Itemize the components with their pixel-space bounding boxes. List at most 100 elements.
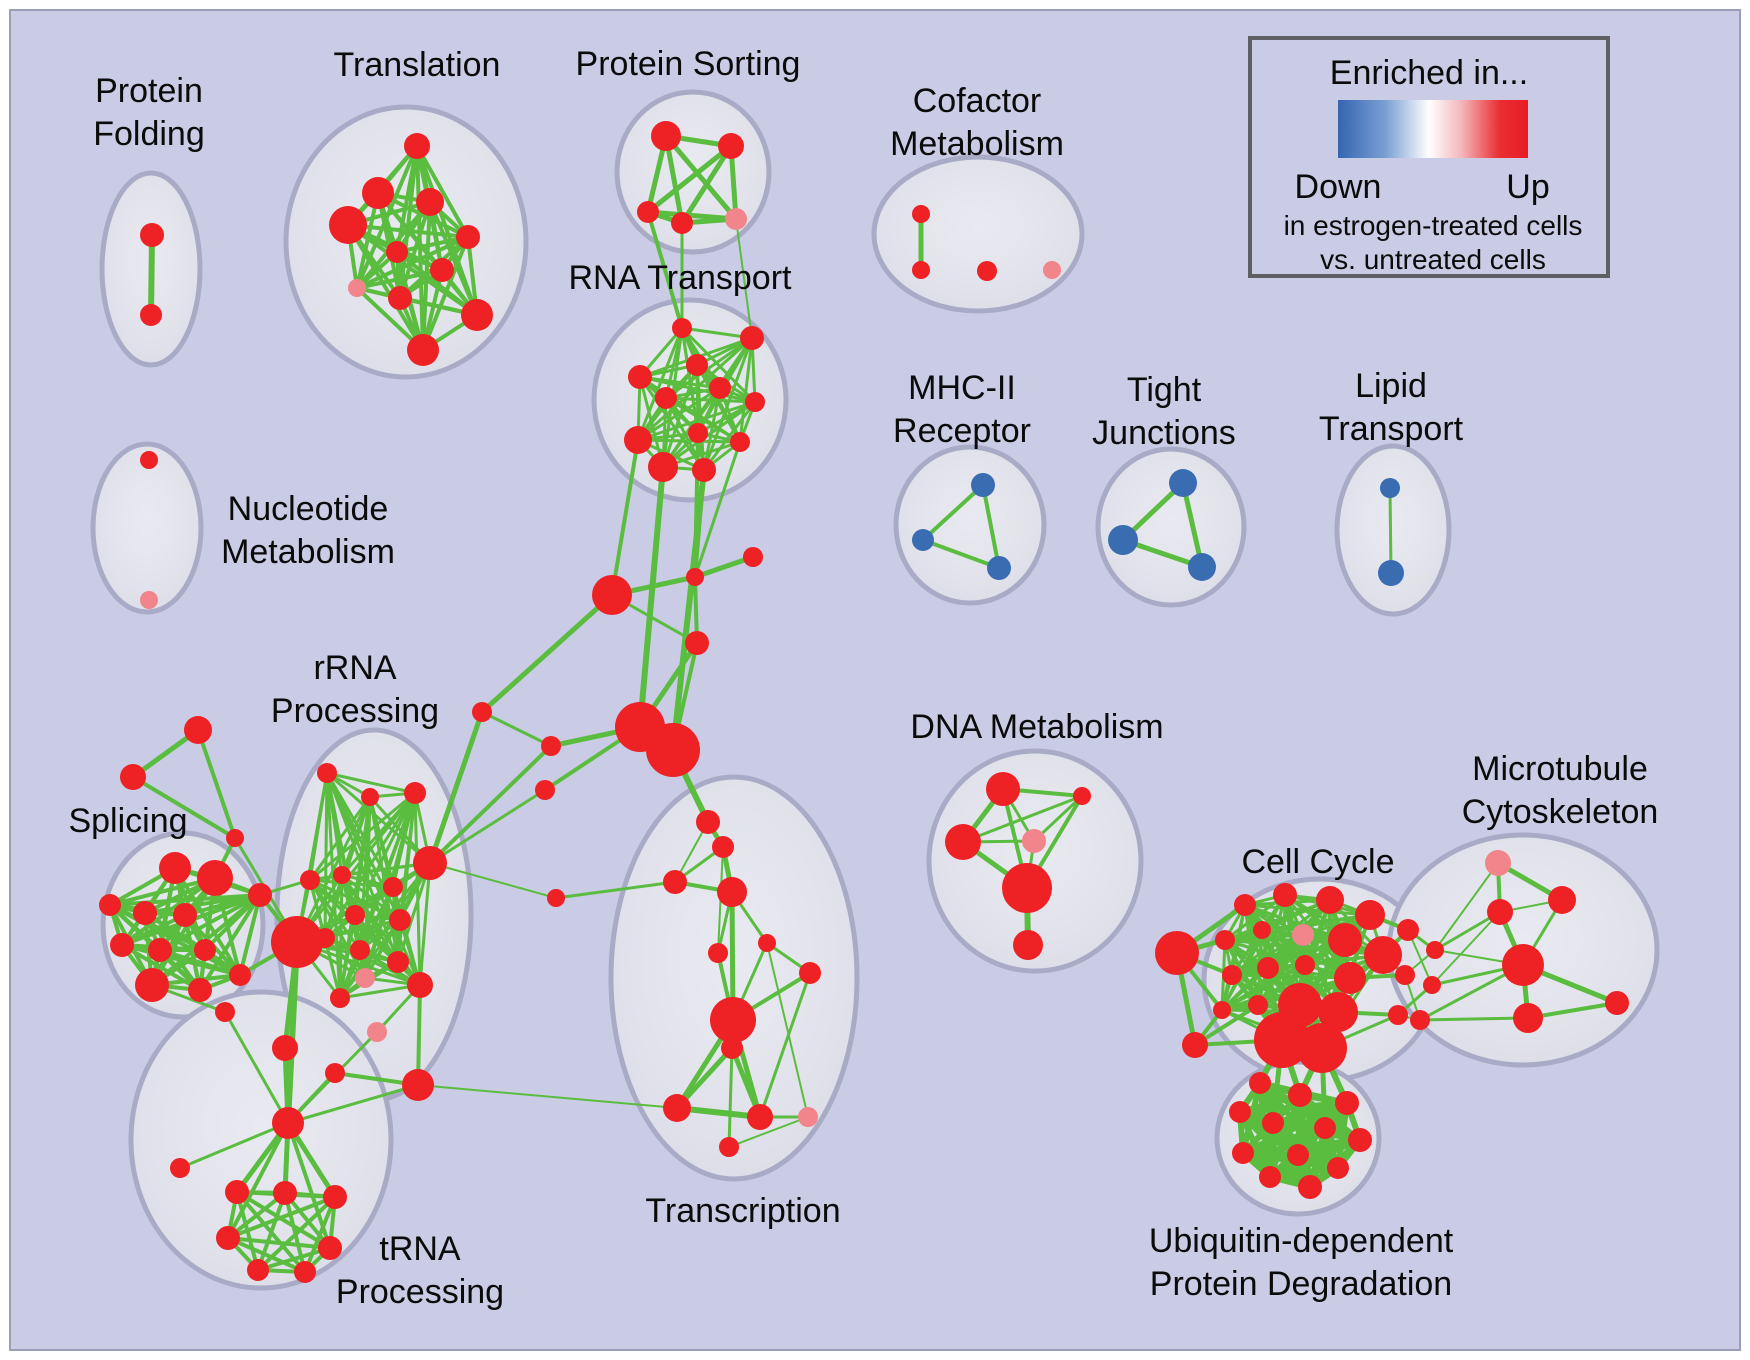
network-node: [717, 877, 747, 907]
network-node: [1297, 1023, 1347, 1073]
network-node: [1229, 1101, 1251, 1123]
network-edge: [235, 1190, 332, 1250]
network-node: [362, 177, 394, 209]
network-node: [1253, 921, 1271, 939]
cluster-ellipse-dna-metabolism: [926, 748, 1144, 974]
cluster-label-lipid-transport: Lipid Transport: [1319, 367, 1464, 448]
network-node: [1155, 931, 1199, 975]
network-edge: [427, 709, 485, 866]
network-edge: [346, 223, 470, 239]
network-node: [1397, 919, 1419, 941]
cluster-label-rna-transport: RNA Transport: [569, 259, 793, 297]
network-node: [651, 121, 681, 151]
network-node: [1316, 886, 1344, 914]
network-node: [1215, 930, 1235, 950]
network-node: [1335, 1091, 1359, 1115]
network-edge: [1260, 913, 1372, 932]
network-edge: [679, 143, 734, 226]
network-node: [1380, 478, 1400, 498]
network-edge: [256, 1246, 332, 1272]
network-node: [247, 1259, 269, 1281]
network-edge: [1223, 893, 1287, 942]
network-edge: [363, 885, 395, 980]
network-edge: [286, 1083, 420, 1125]
network-node: [1410, 1010, 1430, 1030]
network-node: [407, 334, 439, 366]
network-node: [388, 286, 412, 310]
cluster-ellipse-trna-processing: [128, 989, 394, 1291]
network-edge: [358, 861, 432, 952]
cluster-ellipse-mhc-ii-receptor: [893, 444, 1047, 606]
network-node: [758, 934, 776, 952]
network-edge: [554, 880, 677, 900]
network-node: [387, 951, 409, 973]
network-node: [745, 392, 765, 412]
network-node: [355, 968, 375, 988]
legend-up-label: Up: [1506, 168, 1549, 206]
network-edge: [692, 554, 756, 580]
network-node: [685, 631, 709, 655]
cluster-label-ubiquitin-dependent-protein-degradation: Ubiquitin-dependent Protein Degradation: [1149, 1222, 1454, 1303]
network-node: [170, 1158, 190, 1178]
network-edge: [148, 232, 155, 318]
network-node: [1355, 900, 1385, 930]
network-edge: [421, 235, 470, 352]
network-node: [987, 556, 1011, 580]
network-edge: [428, 744, 553, 865]
cluster-label-dna-metabolism: DNA Metabolism: [910, 708, 1163, 746]
network-node: [1487, 899, 1513, 925]
network-node: [404, 782, 426, 804]
network-edge: [308, 791, 417, 882]
network-nodes-layer: [99, 121, 1629, 1283]
network-node: [1248, 995, 1268, 1015]
network-node: [294, 1261, 316, 1283]
cluster-ellipse-cofactor-metabolism: [871, 154, 1085, 314]
network-edge: [417, 1084, 678, 1109]
network-node: [248, 883, 272, 907]
network-node: [1182, 1032, 1208, 1058]
network-node: [1288, 1083, 1312, 1107]
network-node: [648, 452, 678, 482]
legend: Enriched in... Down Up in estrogen-treat…: [1248, 36, 1610, 278]
network-edge: [158, 893, 262, 952]
network-node: [671, 212, 693, 234]
network-node: [329, 206, 367, 244]
network-node: [226, 829, 244, 847]
network-node: [188, 978, 212, 1002]
network-edge: [638, 375, 706, 472]
network-edge: [1237, 1100, 1350, 1115]
network-node: [1334, 962, 1366, 994]
network-edge: [645, 143, 734, 215]
network-edge: [295, 795, 372, 944]
network-node: [624, 426, 652, 454]
network-edge: [738, 336, 754, 444]
network-node: [197, 860, 233, 896]
network-edge: [1230, 933, 1305, 977]
network-edge: [636, 400, 757, 442]
network-node: [350, 940, 370, 960]
network-node: [1222, 965, 1242, 985]
network-node: [686, 568, 704, 586]
network-node: [747, 1104, 773, 1130]
network-node: [413, 846, 447, 880]
network-node: [1234, 894, 1256, 916]
network-node: [140, 223, 164, 247]
network-edge: [158, 948, 242, 977]
network-edge: [418, 861, 432, 987]
network-edge: [636, 326, 684, 442]
network-node: [215, 1002, 235, 1022]
network-node: [1314, 1117, 1336, 1139]
network-node: [120, 764, 146, 790]
network-node: [273, 1181, 297, 1205]
network-edge: [196, 728, 237, 840]
legend-gradient-bar: [1338, 100, 1528, 158]
network-edge: [1267, 1165, 1341, 1180]
network-node: [712, 836, 734, 858]
network-edge: [479, 592, 615, 715]
legend-caption-line2: vs. untreated cells: [1320, 244, 1546, 275]
network-edge: [226, 1121, 290, 1240]
network-node: [710, 997, 756, 1043]
network-node: [225, 1180, 249, 1204]
network-node: [688, 423, 708, 443]
